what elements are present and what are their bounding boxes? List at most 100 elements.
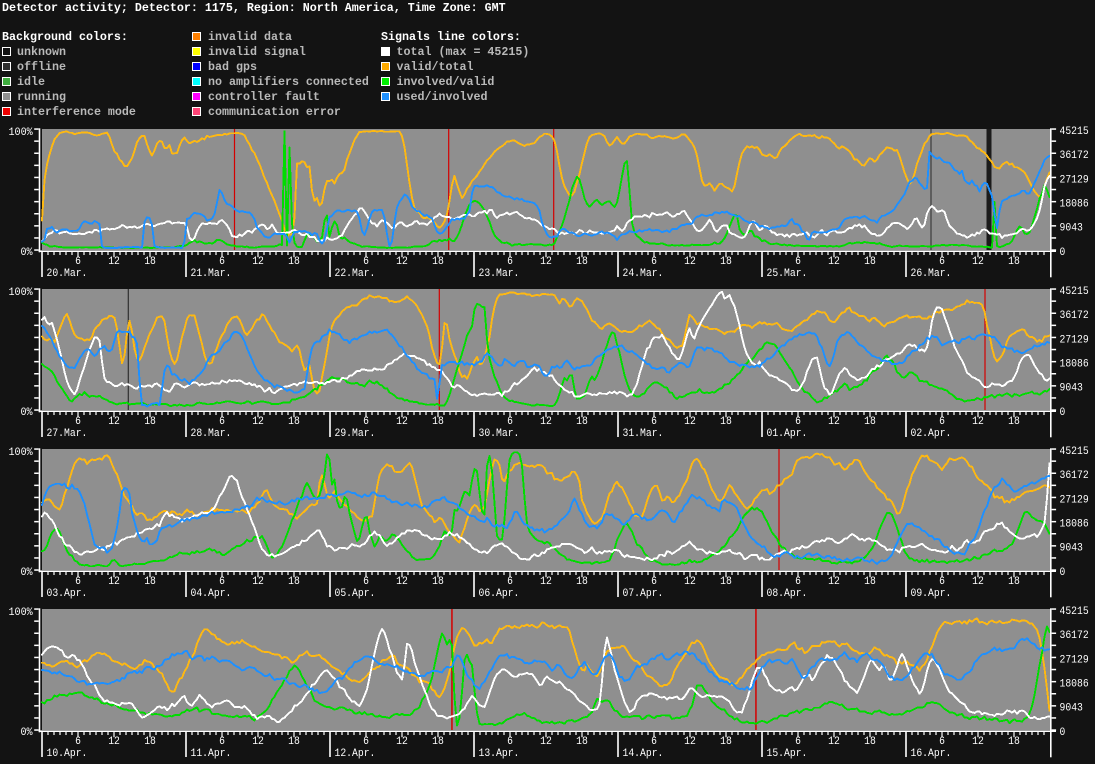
svg-text:6: 6 (363, 736, 369, 748)
svg-text:18: 18 (864, 256, 876, 268)
svg-text:12: 12 (396, 736, 408, 748)
svg-text:18: 18 (576, 416, 588, 428)
svg-text:12: 12 (252, 736, 264, 748)
svg-text:36172: 36172 (1060, 150, 1089, 162)
svg-text:6: 6 (795, 256, 801, 268)
svg-text:6: 6 (939, 256, 945, 268)
svg-text:9043: 9043 (1060, 383, 1084, 395)
svg-text:12: 12 (828, 736, 840, 748)
svg-text:26.Mar.: 26.Mar. (911, 268, 952, 280)
svg-text:6: 6 (939, 576, 945, 588)
svg-text:13.Apr.: 13.Apr. (479, 748, 520, 760)
svg-text:0%: 0% (21, 407, 33, 419)
svg-text:27129: 27129 (1060, 174, 1089, 186)
svg-text:27129: 27129 (1060, 334, 1089, 346)
svg-text:18: 18 (288, 416, 300, 428)
svg-text:6: 6 (651, 416, 657, 428)
svg-text:12: 12 (684, 256, 696, 268)
svg-text:12: 12 (540, 416, 552, 428)
svg-text:6: 6 (219, 736, 225, 748)
svg-text:12: 12 (684, 576, 696, 588)
svg-text:6: 6 (507, 256, 513, 268)
svg-text:6: 6 (795, 416, 801, 428)
svg-text:18: 18 (144, 416, 156, 428)
svg-text:05.Apr.: 05.Apr. (335, 588, 376, 600)
svg-text:18: 18 (288, 736, 300, 748)
svg-text:18: 18 (144, 256, 156, 268)
svg-text:6: 6 (507, 416, 513, 428)
svg-text:18: 18 (720, 736, 732, 748)
svg-text:12: 12 (252, 416, 264, 428)
svg-text:27129: 27129 (1060, 494, 1089, 506)
svg-text:18: 18 (576, 736, 588, 748)
svg-text:30.Mar.: 30.Mar. (479, 428, 520, 440)
svg-text:12: 12 (540, 736, 552, 748)
svg-text:18: 18 (432, 736, 444, 748)
svg-text:18086: 18086 (1060, 359, 1089, 371)
svg-text:12: 12 (396, 256, 408, 268)
svg-text:6: 6 (75, 576, 81, 588)
svg-text:6: 6 (75, 256, 81, 268)
svg-text:18: 18 (864, 576, 876, 588)
svg-text:18: 18 (144, 736, 156, 748)
svg-text:21.Mar.: 21.Mar. (191, 268, 232, 280)
svg-text:03.Apr.: 03.Apr. (47, 588, 88, 600)
svg-text:9043: 9043 (1060, 223, 1084, 235)
svg-text:18: 18 (432, 256, 444, 268)
svg-text:36172: 36172 (1060, 470, 1089, 482)
svg-text:6: 6 (363, 416, 369, 428)
svg-text:25.Mar.: 25.Mar. (767, 268, 808, 280)
svg-text:02.Apr.: 02.Apr. (911, 428, 952, 440)
svg-text:18: 18 (1008, 576, 1020, 588)
svg-text:29.Mar.: 29.Mar. (335, 428, 376, 440)
svg-text:12: 12 (684, 736, 696, 748)
svg-text:12: 12 (396, 576, 408, 588)
svg-text:6: 6 (507, 576, 513, 588)
svg-text:27129: 27129 (1060, 654, 1089, 666)
svg-text:28.Mar.: 28.Mar. (191, 428, 232, 440)
svg-text:31.Mar.: 31.Mar. (623, 428, 664, 440)
svg-text:08.Apr.: 08.Apr. (767, 588, 808, 600)
svg-text:18086: 18086 (1060, 679, 1089, 691)
svg-text:0: 0 (1060, 247, 1066, 259)
svg-text:100%: 100% (9, 447, 33, 459)
svg-text:18: 18 (432, 576, 444, 588)
svg-text:12: 12 (828, 576, 840, 588)
svg-text:0: 0 (1060, 567, 1066, 579)
svg-text:6: 6 (219, 576, 225, 588)
svg-text:100%: 100% (9, 127, 33, 139)
svg-text:0%: 0% (21, 567, 33, 579)
svg-text:22.Mar.: 22.Mar. (335, 268, 376, 280)
svg-text:09.Apr.: 09.Apr. (911, 588, 952, 600)
svg-text:6: 6 (75, 416, 81, 428)
svg-text:6: 6 (795, 736, 801, 748)
svg-text:0: 0 (1060, 407, 1066, 419)
svg-text:12: 12 (108, 736, 120, 748)
svg-text:12: 12 (396, 416, 408, 428)
svg-text:6: 6 (75, 736, 81, 748)
svg-text:100%: 100% (9, 287, 33, 299)
svg-text:11.Apr.: 11.Apr. (191, 748, 232, 760)
svg-text:36172: 36172 (1060, 310, 1089, 322)
svg-text:12.Apr.: 12.Apr. (335, 748, 376, 760)
svg-text:45215: 45215 (1060, 606, 1089, 618)
svg-text:12: 12 (972, 736, 984, 748)
svg-text:10.Apr.: 10.Apr. (47, 748, 88, 760)
svg-text:18: 18 (1008, 736, 1020, 748)
svg-text:6: 6 (939, 416, 945, 428)
svg-text:06.Apr.: 06.Apr. (479, 588, 520, 600)
svg-text:20.Mar.: 20.Mar. (47, 268, 88, 280)
svg-text:23.Mar.: 23.Mar. (479, 268, 520, 280)
svg-text:0%: 0% (21, 727, 33, 739)
svg-text:12: 12 (108, 256, 120, 268)
svg-text:01.Apr.: 01.Apr. (767, 428, 808, 440)
svg-text:12: 12 (828, 256, 840, 268)
svg-text:12: 12 (972, 576, 984, 588)
svg-text:12: 12 (540, 256, 552, 268)
svg-text:18: 18 (288, 576, 300, 588)
svg-text:6: 6 (939, 736, 945, 748)
svg-text:18: 18 (576, 576, 588, 588)
svg-text:6: 6 (651, 736, 657, 748)
svg-text:6: 6 (219, 416, 225, 428)
svg-text:18086: 18086 (1060, 519, 1089, 531)
